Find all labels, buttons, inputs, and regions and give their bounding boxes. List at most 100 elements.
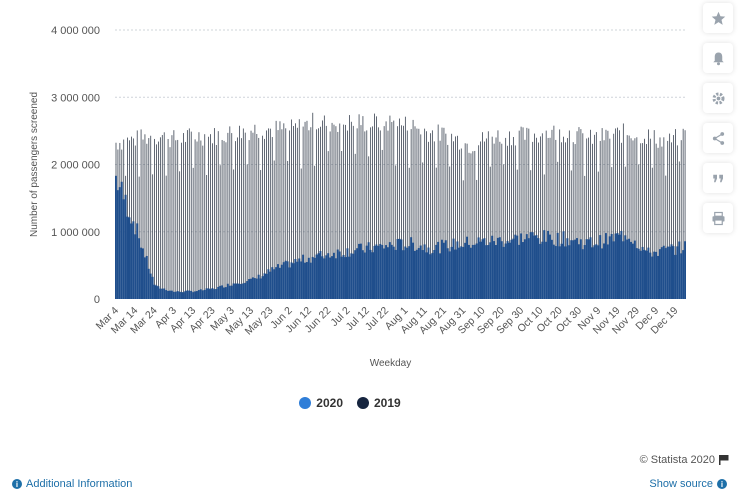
bar-2019 (665, 175, 667, 299)
bar-2020 (346, 248, 349, 299)
bar-2020 (381, 245, 384, 299)
bar-2020 (182, 292, 185, 299)
bar-2020 (556, 232, 559, 299)
bar-2019 (553, 125, 555, 300)
bar-2020 (666, 246, 669, 299)
bar-2019 (215, 144, 217, 299)
bar-2019 (501, 143, 503, 299)
legend-item-2020[interactable]: 2020 (299, 396, 343, 410)
favorite-button[interactable] (703, 3, 733, 33)
bar-2020 (595, 244, 598, 299)
statista-credit[interactable]: © Statista 2020 (640, 454, 729, 466)
bar-2019 (563, 136, 564, 299)
legend: 2020 2019 (0, 396, 700, 410)
bar-2020 (522, 242, 524, 299)
bar-2019 (661, 146, 663, 299)
bar-2020 (535, 235, 538, 299)
bar-2020 (529, 232, 532, 299)
bar-2020 (485, 245, 488, 299)
bar-2019 (669, 133, 671, 299)
bar-2020 (419, 245, 422, 299)
bar-2019 (186, 130, 188, 299)
bar-2020 (134, 234, 137, 299)
bar-2020 (128, 217, 131, 299)
bar-2020 (184, 290, 187, 299)
print-button[interactable] (703, 203, 733, 233)
bar-2019 (412, 119, 414, 299)
bar-2020 (579, 239, 582, 299)
notification-button[interactable] (703, 43, 733, 73)
bar-2019 (165, 175, 167, 299)
settings-button[interactable] (703, 83, 733, 113)
bar-2020 (554, 246, 557, 299)
y-tick-label: 2 000 000 (51, 160, 100, 172)
bar-2019 (185, 141, 186, 299)
bar-2019 (213, 128, 215, 299)
bar-2020 (441, 239, 443, 299)
bar-2020 (506, 240, 509, 299)
show-source-link[interactable]: Show source i (649, 478, 727, 490)
share-button[interactable] (703, 123, 733, 153)
bar-2020 (450, 246, 453, 299)
bar-2020 (657, 255, 659, 299)
bar-2020 (508, 242, 511, 299)
bar-2020 (633, 240, 636, 299)
bar-2019 (302, 126, 304, 299)
bar-2020 (296, 261, 299, 299)
bar-2019 (283, 123, 285, 299)
bar-2020 (518, 244, 521, 299)
bar-2020 (331, 256, 333, 299)
bar-2019 (233, 169, 235, 299)
bar-2020 (325, 255, 328, 299)
bar-2019 (331, 122, 333, 299)
bar-2020 (140, 247, 143, 299)
bar-2019 (246, 164, 248, 299)
bar-2020 (371, 252, 374, 299)
bar-2020 (408, 246, 411, 299)
bar-2019 (376, 116, 377, 299)
y-tick-label: 3 000 000 (51, 92, 100, 104)
bar-2019 (132, 138, 134, 299)
bar-2020 (601, 248, 604, 299)
bar-2019 (680, 140, 682, 299)
bar-2020 (516, 235, 519, 299)
bar-2020 (358, 243, 360, 299)
bar-2020 (672, 246, 675, 299)
bar-2019 (296, 127, 298, 300)
bar-2019 (131, 136, 132, 299)
bar-2020 (379, 243, 382, 299)
bar-2020 (626, 239, 629, 299)
bar-2019 (206, 175, 208, 299)
bar-2020 (244, 282, 247, 299)
bar-2020 (523, 239, 526, 299)
bar-2020 (574, 239, 577, 299)
bar-2019 (310, 127, 312, 299)
bar-2019 (675, 129, 676, 299)
bar-2019 (644, 138, 645, 299)
bar-2020 (462, 247, 465, 299)
bar-2020 (514, 234, 517, 299)
bar-2019 (312, 112, 314, 299)
bar-2019 (171, 135, 173, 299)
bar-2019 (671, 142, 672, 299)
legend-item-2019[interactable]: 2019 (357, 396, 401, 410)
bar-2020 (437, 241, 440, 299)
bar-2020 (473, 244, 476, 299)
cite-button[interactable] (703, 163, 733, 193)
bar-2019 (350, 121, 352, 299)
sidebar-toolbar (700, 0, 736, 240)
bar-2020 (674, 254, 677, 299)
bar-2020 (649, 252, 652, 299)
bar-2020 (458, 247, 461, 299)
bar-2019 (497, 130, 499, 299)
bar-2019 (354, 153, 356, 299)
additional-information-link[interactable]: i Additional Information (12, 478, 132, 490)
bar-2020 (386, 247, 389, 299)
bar-2019 (622, 123, 624, 299)
bar-2019 (345, 124, 346, 299)
bar-2020 (643, 249, 646, 299)
bar-2020 (547, 230, 550, 299)
bar-2020 (130, 223, 133, 299)
bar-2019 (632, 140, 634, 299)
bar-2019 (624, 166, 626, 299)
